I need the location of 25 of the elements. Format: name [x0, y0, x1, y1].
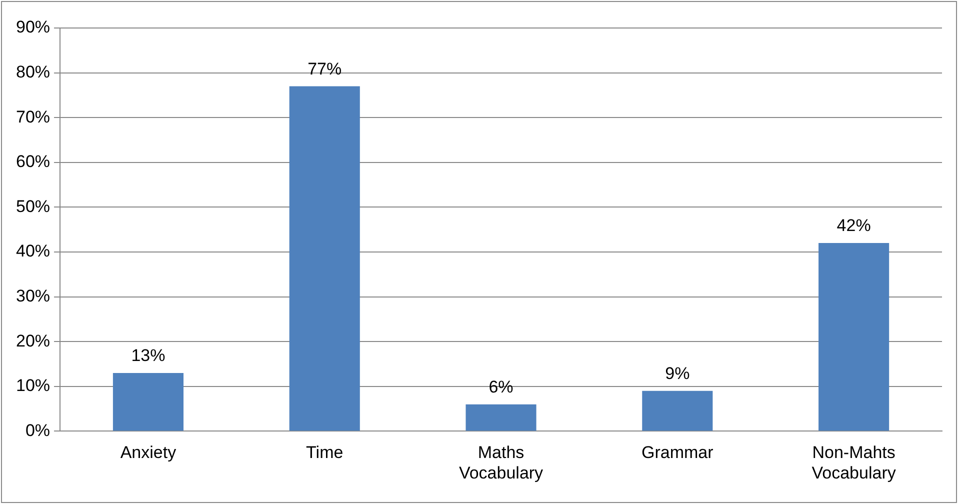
x-tick-label: Anxiety — [120, 443, 177, 462]
y-tick-label: 20% — [16, 331, 50, 350]
bar — [642, 390, 713, 431]
y-tick-label: 30% — [16, 286, 50, 306]
x-tick-label: Time — [306, 443, 344, 462]
y-tick-label: 90% — [16, 18, 50, 37]
x-tick-label: Non-Mahts Vocabulary — [812, 443, 896, 482]
x-tick-label: Grammar — [642, 443, 714, 462]
y-tick-label: 60% — [16, 152, 50, 172]
data-label: 6% — [488, 378, 514, 397]
y-tick-label: 40% — [16, 242, 50, 261]
bar — [112, 372, 184, 431]
y-tick-label: 70% — [16, 107, 50, 126]
bar — [818, 243, 890, 431]
y-tick-label: 0% — [25, 420, 50, 440]
y-tick-label: 80% — [16, 62, 50, 82]
x-tick-label: Maths Vocabulary — [458, 443, 544, 482]
bar — [289, 86, 360, 431]
data-label: 13% — [131, 346, 166, 366]
data-label: 77% — [308, 59, 342, 78]
data-label: 42% — [836, 216, 871, 236]
y-tick-label: 10% — [16, 376, 50, 396]
data-label: 9% — [665, 364, 690, 384]
bar — [466, 404, 536, 431]
y-tick-label: 50% — [16, 196, 50, 216]
